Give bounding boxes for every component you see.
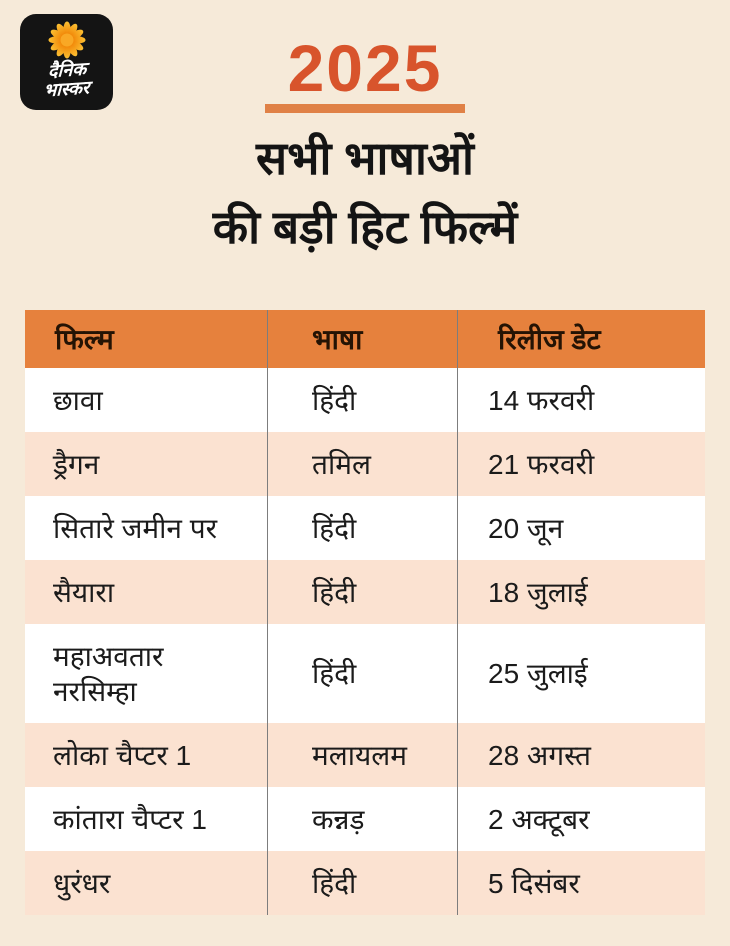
cell-film: लोका चैप्टर 1: [25, 723, 268, 787]
cell-language: हिंदी: [268, 560, 458, 624]
header-cell-language: भाषा: [268, 310, 458, 368]
table-row: सैयारा हिंदी 18 जुलाई: [25, 560, 705, 624]
table-row: कांतारा चैप्टर 1 कन्नड़ 2 अक्टूबर: [25, 787, 705, 851]
cell-film: छावा: [25, 368, 268, 432]
table-row: सितारे जमीन पर हिंदी 20 जून: [25, 496, 705, 560]
cell-language: कन्नड़: [268, 787, 458, 851]
cell-language: हिंदी: [268, 496, 458, 560]
cell-language: हिंदी: [268, 851, 458, 915]
cell-film: सैयारा: [25, 560, 268, 624]
cell-date: 2 अक्टूबर: [488, 803, 590, 835]
cell-date: 21 फरवरी: [488, 448, 595, 480]
table-header: फिल्म भाषा रिलीज डेट: [25, 310, 705, 368]
page-title-line1: सभी भाषाओं: [256, 132, 474, 184]
cell-date: 5 दिसंबर: [488, 867, 580, 899]
cell-film: महाअवतार नरसिम्हा: [25, 624, 268, 723]
cell-date: 14 फरवरी: [488, 384, 595, 416]
cell-date: 20 जून: [488, 512, 564, 544]
cell-language: तमिल: [268, 432, 458, 496]
table-row: धुरंधर हिंदी 5 दिसंबर: [25, 851, 705, 915]
header-cell-date: रिलीज डेट: [498, 323, 601, 355]
table-row: लोका चैप्टर 1 मलायलम 28 अगस्त: [25, 723, 705, 787]
year-underline-bar: [265, 104, 465, 113]
cell-language: मलायलम: [268, 723, 458, 787]
table-row: महाअवतार नरसिम्हा हिंदी 25 जुलाई: [25, 624, 705, 723]
table-row: ड्रैगन तमिल 21 फरवरी: [25, 432, 705, 496]
cell-date: 25 जुलाई: [488, 658, 588, 689]
header-cell-film: फिल्म: [25, 310, 268, 368]
table-row: छावा हिंदी 14 फरवरी: [25, 368, 705, 432]
sun-flower-icon: [48, 21, 85, 59]
films-table: फिल्म भाषा रिलीज डेट छावा हिंदी 14 फरवरी…: [25, 310, 705, 915]
year-heading: 2025: [287, 31, 443, 105]
page-title: सभी भाषाओं की बड़ी हिट फिल्में: [0, 124, 730, 262]
cell-film: ड्रैगन: [25, 432, 268, 496]
cell-date: 28 अगस्त: [488, 739, 591, 771]
cell-date: 18 जुलाई: [488, 576, 588, 608]
cell-language: हिंदी: [268, 624, 458, 723]
cell-film: धुरंधर: [25, 851, 268, 915]
cell-film: सितारे जमीन पर: [25, 496, 268, 560]
page-title-line2: की बड़ी हिट फिल्में: [212, 201, 518, 253]
cell-film: कांतारा चैप्टर 1: [25, 787, 268, 851]
dainik-bhaskar-logo: दैनिक भास्कर: [20, 14, 113, 110]
cell-language: हिंदी: [268, 368, 458, 432]
